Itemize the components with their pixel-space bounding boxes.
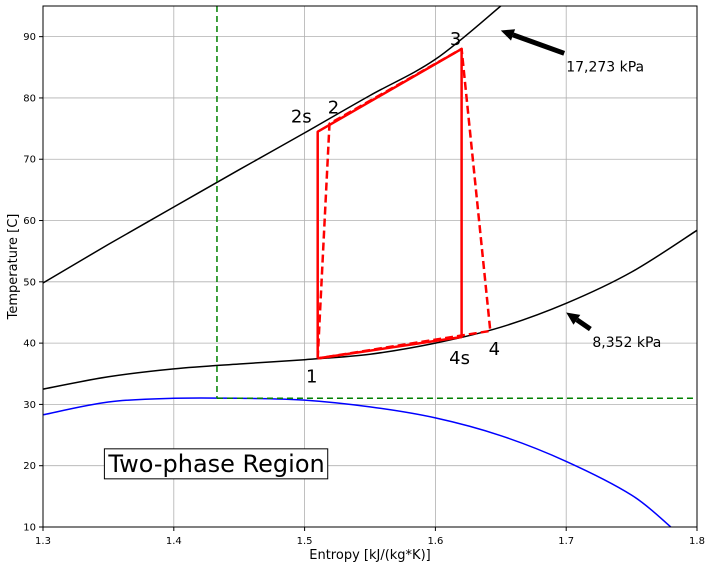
state-point-label: 2 [328, 98, 339, 119]
state-point-label: 3 [450, 29, 461, 50]
isobar-curve-1 [43, 229, 697, 390]
saturation-dome-curve [43, 397, 672, 527]
plot-frame [42, 5, 698, 528]
point-labels: 1 2s 2 3 4s 4 [291, 29, 500, 388]
x-axis-label: Entropy [kJ/(kg*K)] [309, 548, 430, 563]
x-tick-label: 1.7 [558, 536, 574, 547]
y-tick-label: 70 [23, 155, 36, 166]
annotation-arrow-head [566, 312, 581, 325]
annotation-arrow-head [500, 29, 516, 41]
axis-ticks: 1.3 1.4 1.5 1.6 1.7 1.8 10 20 30 40 50 60 70 80 90 [23, 32, 705, 547]
region-label: Two-phase Region [107, 450, 324, 478]
y-tick-label: 10 [23, 523, 36, 534]
pressure-annotation-label: 8,352 kPa [592, 335, 661, 351]
state-point-label: 2s [291, 107, 312, 128]
state-point-label: 4s [449, 348, 470, 369]
y-tick-label: 60 [23, 216, 36, 227]
annotation-arrow-shaft [512, 32, 566, 56]
x-tick-label: 1.3 [35, 536, 51, 547]
x-tick-label: 1.6 [427, 536, 443, 547]
state-point-label: 1 [306, 366, 317, 387]
pressure-annotations: 17,273 kPa 8,352 kPa [500, 29, 661, 351]
ideal-cycle-line [316, 47, 463, 360]
pressure-annotation-label: 17,273 kPa [566, 59, 644, 75]
actual-cycle-line [316, 47, 492, 360]
x-tick-label: 1.8 [689, 536, 705, 547]
y-tick-label: 90 [23, 32, 36, 43]
x-tick-label: 1.4 [166, 536, 182, 547]
y-tick-label: 20 [23, 461, 36, 472]
region-label-group: Two-phase Region [103, 448, 329, 480]
state-point-label: 4 [489, 339, 500, 360]
y-tick-label: 40 [23, 339, 36, 350]
y-tick-label: 30 [23, 400, 36, 411]
cycle-lines [316, 47, 492, 360]
isobar-curve-0 [43, 6, 502, 284]
region-label-box [103, 448, 329, 480]
annotation-arrow-shaft [575, 317, 592, 332]
plot-curves [43, 6, 697, 527]
y-tick-label: 80 [23, 93, 36, 104]
y-tick-label: 50 [23, 277, 36, 288]
x-tick-label: 1.5 [297, 536, 313, 547]
y-axis-label: Temperature [C] [6, 214, 21, 321]
